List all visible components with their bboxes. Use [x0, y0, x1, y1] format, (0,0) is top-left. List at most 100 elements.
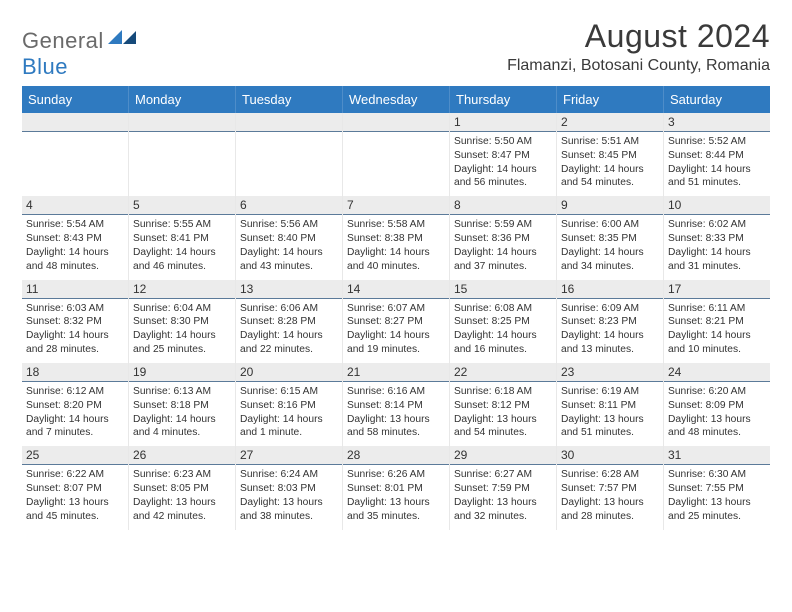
- calendar-cell: 18Sunrise: 6:12 AMSunset: 8:20 PMDayligh…: [22, 363, 129, 446]
- cell-sunrise: Sunrise: 6:15 AM: [240, 385, 338, 399]
- cell-daylight1: Daylight: 13 hours: [561, 413, 659, 427]
- cell-sunrise: Sunrise: 5:54 AM: [26, 218, 124, 232]
- day-number: 23: [561, 365, 659, 379]
- cell-daylight1: Daylight: 13 hours: [26, 496, 124, 510]
- calendar-cell: 24Sunrise: 6:20 AMSunset: 8:09 PMDayligh…: [664, 363, 770, 446]
- day-number-row: 4: [22, 196, 128, 215]
- day-number: 15: [454, 282, 552, 296]
- cell-sunset: Sunset: 8:33 PM: [668, 232, 766, 246]
- cell-daylight1: Daylight: 13 hours: [347, 496, 445, 510]
- cell-daylight1: Daylight: 13 hours: [454, 496, 552, 510]
- calendar-cell: [22, 113, 129, 196]
- cell-sunset: Sunset: 8:43 PM: [26, 232, 124, 246]
- cell-daylight2: and 40 minutes.: [347, 260, 445, 274]
- day-number: 8: [454, 198, 552, 212]
- cell-sunset: Sunset: 8:03 PM: [240, 482, 338, 496]
- calendar-cell: 23Sunrise: 6:19 AMSunset: 8:11 PMDayligh…: [557, 363, 664, 446]
- day-number-row: 13: [236, 280, 342, 299]
- calendar-week: 25Sunrise: 6:22 AMSunset: 8:07 PMDayligh…: [22, 446, 770, 529]
- calendar-cell: 4Sunrise: 5:54 AMSunset: 8:43 PMDaylight…: [22, 196, 129, 279]
- brand-logo: GeneralBlue: [22, 18, 138, 80]
- cell-sunset: Sunset: 8:25 PM: [454, 315, 552, 329]
- day-number: 3: [668, 115, 766, 129]
- cell-daylight2: and 51 minutes.: [561, 426, 659, 440]
- day-number-row: 7: [343, 196, 449, 215]
- page-title: August 2024: [507, 18, 770, 55]
- cell-daylight1: Daylight: 14 hours: [133, 329, 231, 343]
- cell-sunset: Sunset: 8:45 PM: [561, 149, 659, 163]
- calendar-cell: 16Sunrise: 6:09 AMSunset: 8:23 PMDayligh…: [557, 280, 664, 363]
- day-label-tue: Tuesday: [236, 86, 343, 113]
- day-number-row: 23: [557, 363, 663, 382]
- cell-daylight2: and 34 minutes.: [561, 260, 659, 274]
- cell-daylight2: and 22 minutes.: [240, 343, 338, 357]
- cell-daylight2: and 58 minutes.: [347, 426, 445, 440]
- day-number: 24: [668, 365, 766, 379]
- day-number: 5: [133, 198, 231, 212]
- brand-name: GeneralBlue: [22, 28, 138, 80]
- day-number: [240, 115, 338, 129]
- cell-daylight2: and 10 minutes.: [668, 343, 766, 357]
- cell-sunrise: Sunrise: 6:03 AM: [26, 302, 124, 316]
- day-number-row: [129, 113, 235, 132]
- cell-sunrise: Sunrise: 6:27 AM: [454, 468, 552, 482]
- day-number-row: 25: [22, 446, 128, 465]
- cell-sunset: Sunset: 8:09 PM: [668, 399, 766, 413]
- cell-daylight2: and 38 minutes.: [240, 510, 338, 524]
- cell-daylight1: Daylight: 13 hours: [454, 413, 552, 427]
- cell-daylight1: Daylight: 14 hours: [133, 413, 231, 427]
- calendar-cell: 13Sunrise: 6:06 AMSunset: 8:28 PMDayligh…: [236, 280, 343, 363]
- cell-daylight1: Daylight: 14 hours: [240, 413, 338, 427]
- cell-sunrise: Sunrise: 6:09 AM: [561, 302, 659, 316]
- cell-daylight1: Daylight: 14 hours: [454, 163, 552, 177]
- cell-sunset: Sunset: 8:38 PM: [347, 232, 445, 246]
- cell-daylight2: and 35 minutes.: [347, 510, 445, 524]
- cell-sunset: Sunset: 8:44 PM: [668, 149, 766, 163]
- cell-sunset: Sunset: 8:07 PM: [26, 482, 124, 496]
- cell-daylight1: Daylight: 14 hours: [668, 246, 766, 260]
- cell-daylight1: Daylight: 14 hours: [668, 329, 766, 343]
- day-number: 13: [240, 282, 338, 296]
- cell-sunrise: Sunrise: 6:13 AM: [133, 385, 231, 399]
- cell-daylight2: and 32 minutes.: [454, 510, 552, 524]
- calendar-cell: 8Sunrise: 5:59 AMSunset: 8:36 PMDaylight…: [450, 196, 557, 279]
- cell-sunset: Sunset: 8:11 PM: [561, 399, 659, 413]
- cell-sunrise: Sunrise: 6:18 AM: [454, 385, 552, 399]
- day-number-row: 26: [129, 446, 235, 465]
- cell-daylight1: Daylight: 14 hours: [454, 246, 552, 260]
- day-number-row: 31: [664, 446, 770, 465]
- calendar-cell: 27Sunrise: 6:24 AMSunset: 8:03 PMDayligh…: [236, 446, 343, 529]
- day-number: 1: [454, 115, 552, 129]
- cell-sunset: Sunset: 8:21 PM: [668, 315, 766, 329]
- brand-name-left: General: [22, 28, 104, 53]
- cell-sunset: Sunset: 8:01 PM: [347, 482, 445, 496]
- calendar-cell: 15Sunrise: 6:08 AMSunset: 8:25 PMDayligh…: [450, 280, 557, 363]
- cell-daylight1: Daylight: 14 hours: [240, 246, 338, 260]
- day-number: 17: [668, 282, 766, 296]
- calendar-cell: 21Sunrise: 6:16 AMSunset: 8:14 PMDayligh…: [343, 363, 450, 446]
- cell-sunrise: Sunrise: 5:51 AM: [561, 135, 659, 149]
- cell-sunrise: Sunrise: 5:50 AM: [454, 135, 552, 149]
- cell-sunset: Sunset: 7:59 PM: [454, 482, 552, 496]
- cell-sunset: Sunset: 8:16 PM: [240, 399, 338, 413]
- day-number-row: 17: [664, 280, 770, 299]
- cell-sunset: Sunset: 8:40 PM: [240, 232, 338, 246]
- cell-sunset: Sunset: 8:47 PM: [454, 149, 552, 163]
- cell-daylight2: and 43 minutes.: [240, 260, 338, 274]
- day-number: [133, 115, 231, 129]
- brand-mark-icon: [108, 28, 138, 53]
- cell-daylight2: and 42 minutes.: [133, 510, 231, 524]
- cell-sunrise: Sunrise: 5:59 AM: [454, 218, 552, 232]
- calendar-cell: 3Sunrise: 5:52 AMSunset: 8:44 PMDaylight…: [664, 113, 770, 196]
- cell-sunrise: Sunrise: 6:22 AM: [26, 468, 124, 482]
- cell-daylight2: and 54 minutes.: [454, 426, 552, 440]
- cell-daylight1: Daylight: 13 hours: [240, 496, 338, 510]
- day-number-row: 2: [557, 113, 663, 132]
- day-number: [347, 115, 445, 129]
- cell-sunrise: Sunrise: 6:04 AM: [133, 302, 231, 316]
- cell-daylight1: Daylight: 13 hours: [133, 496, 231, 510]
- day-number-row: [343, 113, 449, 132]
- calendar: Sunday Monday Tuesday Wednesday Thursday…: [22, 86, 770, 530]
- cell-daylight2: and 4 minutes.: [133, 426, 231, 440]
- day-number-row: 11: [22, 280, 128, 299]
